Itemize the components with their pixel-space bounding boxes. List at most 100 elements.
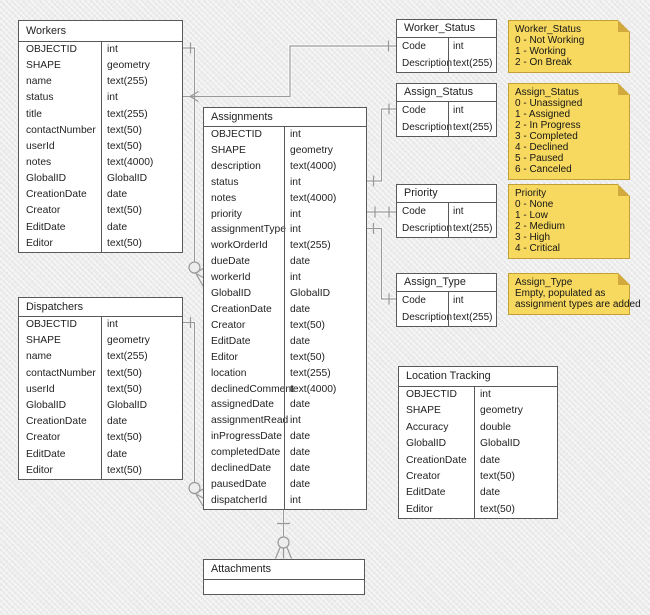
table-body: Code int Description text(255)	[397, 292, 496, 326]
field-row: assignmentRead int	[204, 413, 366, 429]
connector-workers-assignments[interactable]	[183, 42, 204, 287]
field-name: inProgressDate	[211, 431, 282, 443]
field-name: workOrderId	[211, 240, 268, 252]
field-row: Creator text(50)	[19, 203, 182, 219]
column-divider	[284, 127, 286, 509]
field-name: GlobalID	[406, 438, 447, 450]
field-type: date	[290, 447, 311, 459]
field-row: Code int	[397, 38, 496, 55]
note-line: 0 - Unassigned	[515, 98, 583, 109]
field-type: date	[290, 463, 311, 475]
field-type: geometry	[480, 405, 523, 417]
field-name: OBJECTID	[26, 319, 77, 330]
field-type: text(255)	[290, 367, 331, 379]
table-worker-status[interactable]: Worker_Status Code int Description text(255…	[396, 19, 497, 73]
note-assign-type[interactable]: Assign_Type Empty, populated as assignment…	[508, 273, 641, 315]
table-assign-status[interactable]: Assign_Status Code int Description text(255…	[396, 83, 497, 137]
field-row: EditDate date	[399, 485, 557, 501]
field-name: Code	[402, 295, 426, 306]
table-priority[interactable]: Priority Code int Description text(255)	[396, 184, 497, 238]
zero-circle	[277, 536, 290, 549]
connector-line	[367, 227, 397, 300]
field-row: SHAPE geometry	[399, 403, 557, 419]
note-line: 0 - Not Working	[515, 35, 585, 46]
field-name: priority	[211, 208, 242, 220]
field-type: int	[290, 129, 301, 140]
field-row: OBJECTID int	[399, 387, 557, 403]
field-name: contactNumber	[26, 124, 96, 136]
field-type: text(255)	[107, 351, 148, 363]
field-name: EditDate	[26, 221, 66, 233]
field-row: declinedComment text(4000)	[204, 382, 366, 398]
column-divider	[448, 292, 450, 326]
note-line: 6 - Canceled	[515, 164, 572, 175]
table-body: OBJECTID int SHAPE geometry name text(255) con…	[19, 317, 182, 479]
folded-corner-icon	[618, 273, 630, 285]
zero-circle	[188, 261, 201, 274]
field-row: Editor text(50)	[399, 502, 557, 518]
field-type: text(50)	[480, 470, 515, 482]
field-type: int	[290, 224, 301, 236]
field-name: name	[26, 351, 52, 363]
connector-dispatchers-assignments[interactable]	[183, 317, 204, 507]
note-worker-status[interactable]: Worker_Status 0 - Not Working 1 - Working 2…	[508, 20, 630, 73]
field-type	[284, 580, 364, 594]
table-title: Assignments	[204, 108, 366, 127]
connector-assignments-assign-status[interactable]	[367, 103, 397, 187]
note-line: 1 - Low	[515, 210, 548, 221]
table-title: Assign_Type	[397, 274, 496, 292]
note-priority[interactable]: Priority 0 - None 1 - Low 2 - Medium 3 - Hig…	[508, 184, 630, 259]
field-type: double	[480, 421, 511, 433]
connector-assignments-attachments[interactable]	[274, 507, 293, 559]
field-type: text(4000)	[290, 192, 337, 204]
table-title: Worker_Status	[397, 20, 496, 38]
field-row: assignmentType int	[204, 222, 366, 238]
field-row: SHAPE geometry	[19, 58, 182, 74]
field-row: Accuracy double	[399, 420, 557, 436]
field-type: int	[290, 494, 301, 506]
column-divider	[101, 42, 103, 252]
note-assign-status[interactable]: Assign_Status 0 - Unassigned 1 - Assigned 2…	[508, 83, 630, 180]
field-type: text(4000)	[290, 160, 337, 172]
field-type: text(50)	[107, 464, 142, 476]
field-row: Code int	[397, 203, 496, 220]
field-type: geometry	[290, 144, 333, 156]
field-type: int	[107, 44, 118, 55]
field-row: description text(4000)	[204, 159, 366, 175]
field-row: GlobalID GlobalID	[204, 286, 366, 302]
field-type: text(4000)	[107, 156, 154, 168]
table-body: Code int Description text(255)	[397, 203, 496, 237]
field-name: userId	[26, 140, 55, 152]
field-row: assignedDate date	[204, 397, 366, 413]
field-type: GlobalID	[290, 288, 331, 300]
table-dispatchers[interactable]: Dispatchers OBJECTID int SHAPE geometry name…	[18, 297, 183, 480]
field-type: int	[480, 389, 491, 400]
table-body: Code int Description text(255)	[397, 102, 496, 136]
field-row: dispatcherId int	[204, 493, 366, 509]
column-divider	[448, 203, 450, 237]
table-attachments[interactable]: Attachments	[203, 559, 365, 595]
connector-assignments-assign-type[interactable]	[367, 223, 397, 305]
note-line: 4 - Critical	[515, 243, 561, 254]
field-type: date	[290, 478, 311, 490]
field-type: date	[480, 487, 501, 499]
connector-workers-worker-status[interactable]	[183, 40, 397, 103]
field-row: Description text(255)	[397, 55, 496, 72]
field-name: Description	[402, 223, 453, 234]
table-assign-type[interactable]: Assign_Type Code int Description text(255)	[396, 273, 497, 327]
table-title: Location Tracking	[399, 367, 557, 387]
table-assignments[interactable]: Assignments OBJECTID int SHAPE geometry desc…	[203, 107, 367, 510]
field-name: SHAPE	[26, 335, 61, 347]
field-row: Editor text(50)	[204, 350, 366, 366]
field-row: CreationDate date	[19, 414, 182, 430]
field-name: completedDate	[211, 447, 281, 459]
table-location-tracking[interactable]: Location Tracking OBJECTID int SHAPE geomet…	[398, 366, 558, 520]
field-name: dueDate	[211, 256, 250, 268]
table-workers[interactable]: Workers OBJECTID int SHAPE geometry name text…	[18, 20, 183, 253]
field-row: EditDate date	[204, 334, 366, 350]
field-type: text(50)	[290, 319, 325, 331]
field-type: int	[453, 206, 464, 217]
table-title: Assign_Status	[397, 84, 496, 102]
connector-assignments-priority[interactable]	[367, 206, 397, 218]
field-row: declinedDate date	[204, 461, 366, 477]
